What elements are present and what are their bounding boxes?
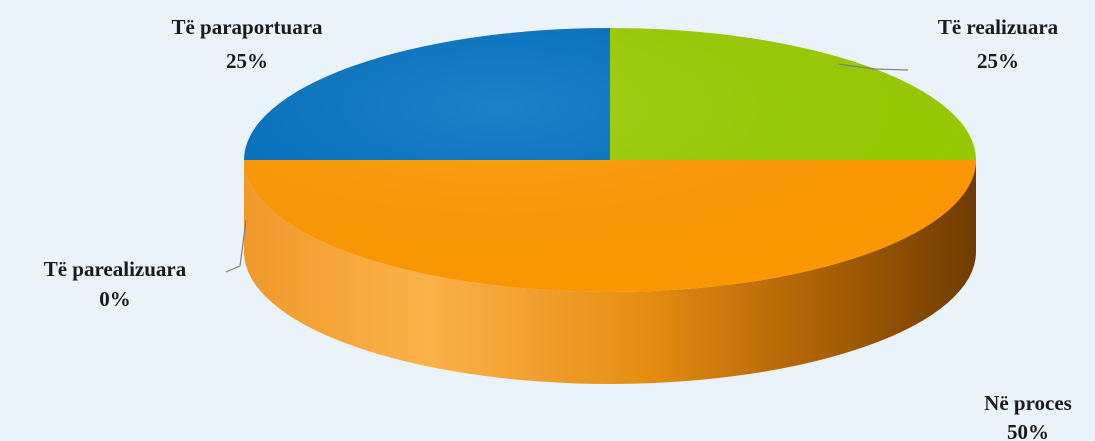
- leader-lines: [225, 63, 909, 273]
- label-paraportuara-value: 25%: [226, 49, 268, 73]
- label-realizuara-name: Të realizuara: [938, 15, 1059, 39]
- pie-slices: [244, 28, 976, 292]
- leader-line-realizuara: [837, 63, 909, 71]
- leader-line-parealizuara: [225, 219, 247, 273]
- label-realizuara-value: 25%: [977, 49, 1019, 73]
- label-parealizuara-value: 0%: [99, 287, 131, 311]
- slice-labels: Të realizuara 25% Të paraportuara 25% Të…: [44, 15, 1072, 441]
- label-parealizuara-name: Të parealizuara: [44, 257, 187, 281]
- label-proces-value: 50%: [1007, 420, 1049, 441]
- label-paraportuara-name: Të paraportuara: [171, 15, 323, 39]
- label-proces-name: Në proces: [984, 391, 1072, 415]
- pie-side-wall: [244, 160, 976, 384]
- pie-top-sheen: [244, 28, 976, 292]
